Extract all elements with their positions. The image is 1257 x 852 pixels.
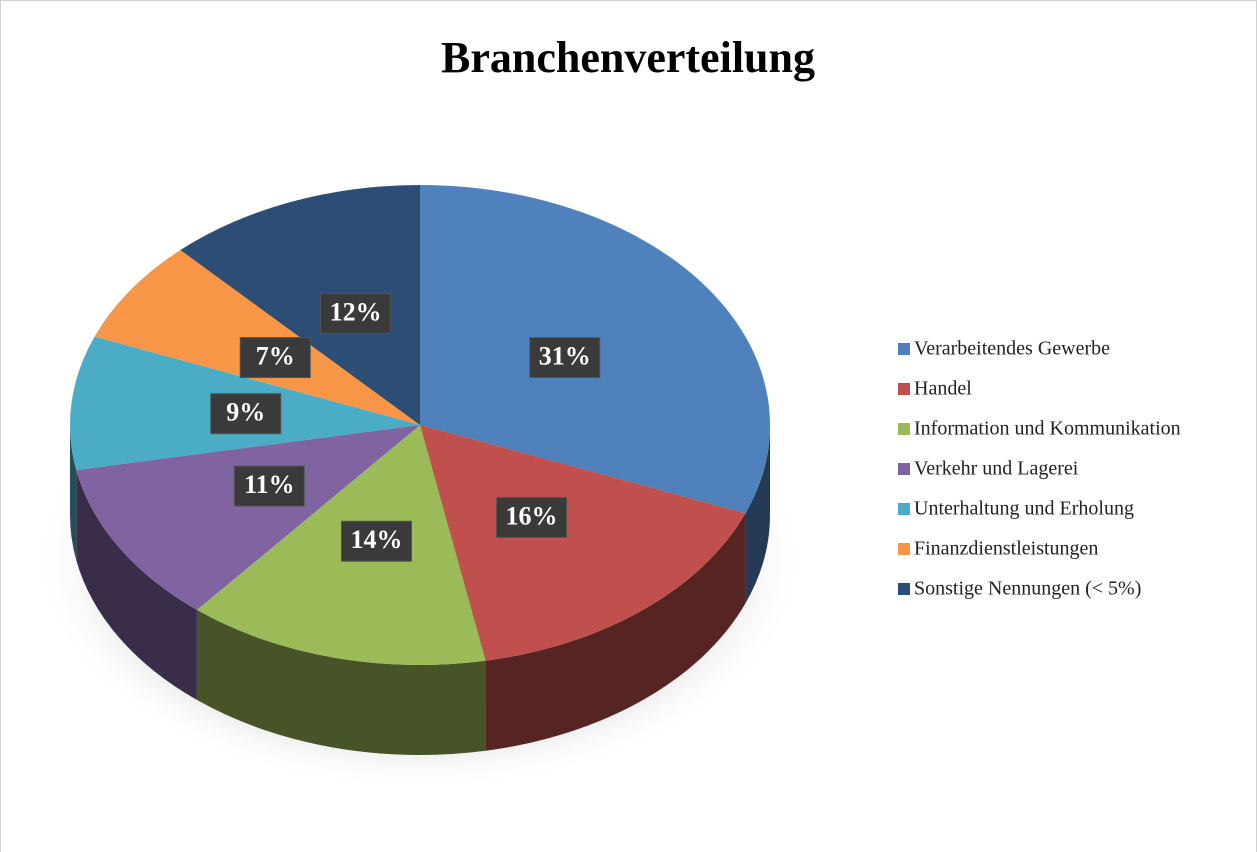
data-label-box (239, 337, 311, 379)
legend-swatch (898, 343, 910, 355)
legend-label: Unterhaltung und Erholung (914, 498, 1134, 520)
data-label: 7% (256, 342, 295, 371)
data-label: 9% (226, 398, 265, 427)
chart-title: Branchenverteilung (441, 33, 815, 82)
legend-label: Handel (914, 378, 972, 400)
legend-label: Sonstige Nennungen (< 5%) (914, 578, 1141, 600)
data-label-box (233, 465, 305, 507)
data-label-box (340, 520, 412, 562)
legend-swatch (898, 463, 910, 475)
pie-side (76, 469, 197, 700)
data-label-box (529, 337, 601, 379)
legend-swatch (898, 583, 910, 595)
data-label: 11% (244, 470, 295, 499)
legend-swatch (898, 543, 910, 555)
legend-label: Verarbeitendes Gewerbe (914, 338, 1110, 360)
data-label: 12% (330, 297, 382, 326)
pie-slice (180, 185, 420, 425)
pie-side (745, 425, 770, 604)
data-label: 16% (506, 501, 558, 530)
data-label-box (210, 393, 282, 435)
legend-swatch (898, 503, 910, 515)
data-label-box (496, 496, 568, 538)
pie-slice (76, 425, 420, 610)
legend-label: Finanzdienstleistungen (914, 538, 1098, 560)
legend-label: Information und Kommunikation (914, 418, 1181, 440)
data-label: 31% (539, 342, 591, 371)
legend-swatch (898, 423, 910, 435)
data-label-box (320, 292, 392, 334)
pie-side (70, 425, 77, 560)
pie-slice (420, 425, 746, 661)
data-label: 14% (350, 525, 402, 554)
pie-side (485, 513, 746, 751)
pie-side (196, 609, 486, 755)
legend-swatch (898, 383, 910, 395)
legend-label: Verkehr und Lagerei (914, 458, 1079, 480)
